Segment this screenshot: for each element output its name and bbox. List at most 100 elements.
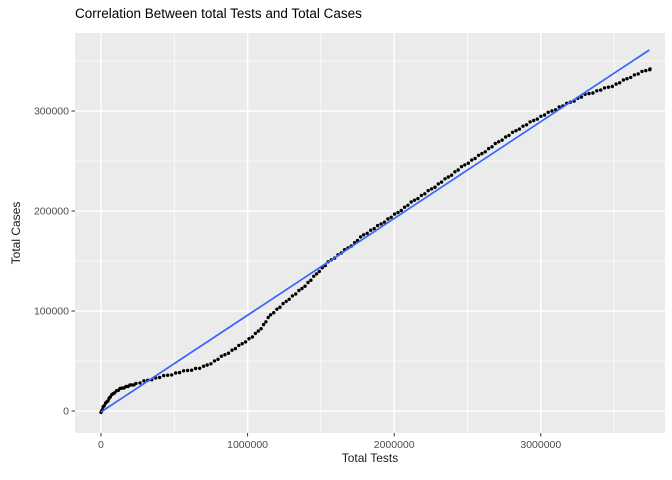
data-point — [166, 373, 170, 377]
data-point — [209, 362, 213, 366]
data-point — [294, 292, 298, 296]
data-point — [426, 188, 430, 193]
data-point — [602, 86, 607, 90]
data-point — [226, 351, 231, 355]
data-point — [409, 200, 413, 204]
data-point — [278, 305, 282, 309]
data-point — [419, 193, 424, 198]
data-point — [459, 164, 464, 169]
data-point — [433, 185, 437, 189]
data-point — [483, 150, 487, 154]
data-point — [170, 373, 174, 377]
data-point — [392, 212, 397, 216]
data-point — [439, 180, 444, 184]
data-point — [648, 67, 652, 71]
data-point — [618, 81, 622, 85]
data-point — [466, 161, 470, 165]
data-point — [162, 373, 166, 378]
data-point — [272, 311, 276, 315]
data-point — [473, 156, 477, 161]
data-point — [212, 359, 217, 363]
y-tick-label: 100000 — [34, 306, 69, 318]
data-point — [281, 301, 285, 306]
data-point — [557, 105, 561, 109]
data-point — [396, 210, 400, 215]
data-point — [177, 370, 182, 375]
data-point — [524, 123, 529, 127]
regression-line — [100, 49, 650, 413]
data-point — [240, 342, 244, 346]
plot-panel — [75, 33, 665, 433]
data-point — [640, 69, 644, 74]
data-point — [636, 72, 640, 76]
data-point — [264, 320, 268, 324]
data-point — [389, 215, 393, 219]
x-tick-label: 3000000 — [520, 439, 561, 451]
data-point — [456, 168, 460, 172]
data-point — [372, 226, 376, 231]
data-point — [303, 284, 307, 288]
data-point — [223, 353, 227, 357]
data-point — [189, 368, 194, 372]
data-point — [632, 73, 637, 77]
data-point — [625, 77, 629, 81]
plot-title: Correlation Between total Tests and Tota… — [75, 6, 362, 21]
data-point — [539, 114, 543, 119]
data-point — [181, 369, 186, 373]
x-axis-title: Total Tests — [341, 451, 399, 465]
data-point — [314, 272, 319, 276]
data-point — [185, 368, 190, 373]
data-point — [446, 175, 450, 179]
data-point — [284, 299, 288, 304]
scatter-points — [99, 67, 652, 415]
data-point — [436, 182, 440, 186]
data-point — [102, 404, 107, 408]
data-point — [369, 228, 373, 232]
data-point — [463, 163, 467, 167]
data-point — [591, 91, 595, 95]
data-point — [216, 357, 220, 361]
data-point — [142, 379, 146, 383]
data-point — [621, 78, 626, 82]
data-point — [514, 129, 518, 133]
data-point — [134, 381, 138, 386]
data-point — [266, 315, 270, 320]
data-point — [138, 381, 142, 385]
data-point — [416, 196, 420, 201]
data-point — [528, 120, 532, 124]
data-point — [449, 173, 454, 177]
data-point — [237, 343, 241, 348]
data-point — [443, 177, 447, 181]
data-point — [201, 364, 206, 368]
data-point — [275, 307, 279, 311]
data-point — [470, 158, 474, 162]
data-point — [375, 223, 380, 228]
data-point — [486, 146, 491, 151]
x-tick-label: 2000000 — [374, 439, 415, 451]
data-point — [158, 375, 162, 380]
data-point — [230, 348, 234, 352]
data-point — [521, 124, 525, 128]
x-tick-label: 0 — [98, 439, 104, 451]
data-point — [259, 327, 263, 331]
data-point — [644, 68, 648, 73]
data-point — [290, 294, 295, 298]
data-point — [429, 187, 434, 191]
data-point — [550, 109, 554, 113]
data-point — [247, 337, 251, 341]
data-point — [243, 340, 248, 344]
data-point — [297, 288, 301, 293]
data-point — [382, 220, 387, 224]
data-point — [198, 366, 202, 370]
data-point — [535, 117, 539, 121]
data-point — [497, 140, 501, 144]
data-point — [365, 231, 369, 235]
data-point — [587, 91, 591, 96]
data-point — [250, 335, 255, 339]
data-point — [261, 322, 266, 327]
data-point — [480, 151, 484, 156]
data-point — [106, 399, 110, 403]
data-point — [406, 203, 410, 207]
